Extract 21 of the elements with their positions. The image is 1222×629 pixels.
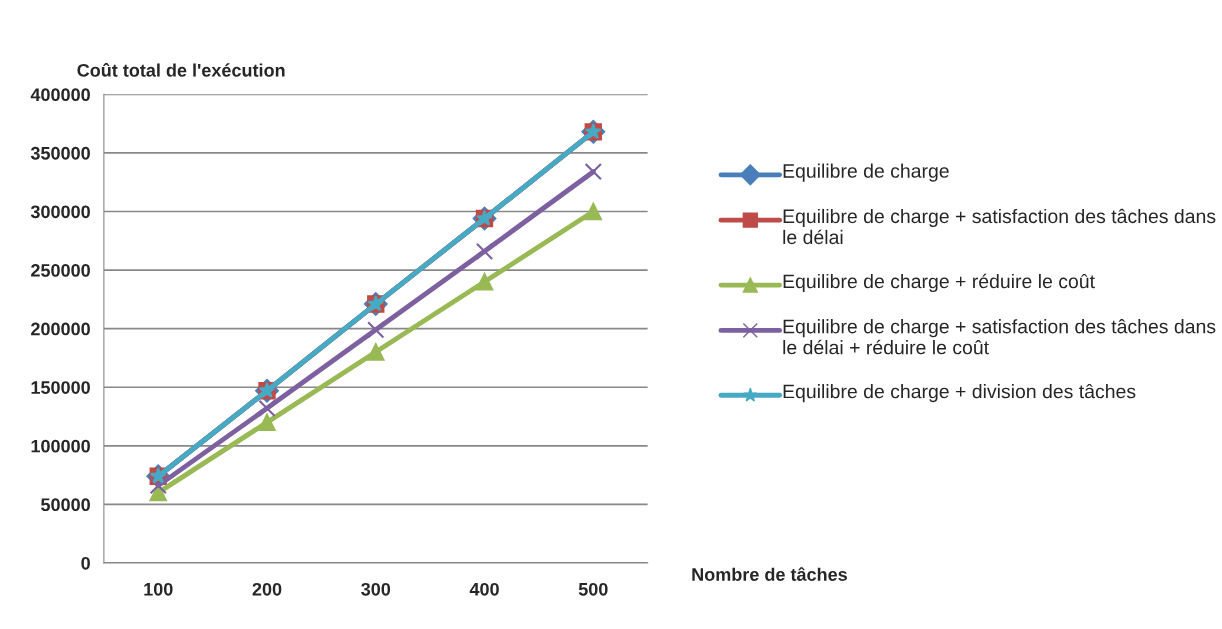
x-tick-label: 400 [469, 582, 499, 596]
y-tick-label: 250000 [31, 264, 90, 277]
x-tick-label: 100 [144, 582, 173, 596]
x-axis-title: Nombre de tâches [692, 567, 847, 581]
x-tick-label: 300 [361, 582, 391, 596]
legend-label: Equilibre de charge + satisfaction des tâches dans le délai + réduire le coût [783, 319, 1216, 355]
y-axis-title: Coût total de l'exécution [77, 63, 285, 77]
y-tick-label: 200000 [31, 322, 90, 336]
y-tick-label: 350000 [30, 146, 90, 160]
legend-label: Equilibre de charge + division des tâches [783, 383, 1136, 403]
x-tick-label: 200 [252, 582, 282, 596]
y-tick-label: 300000 [30, 205, 90, 219]
legend-label: Equilibre de charge + satisfaction des tâches dans le délai [783, 208, 1216, 245]
y-tick-label: 400000 [30, 88, 90, 102]
y-tick-label: 50000 [41, 498, 90, 512]
x-tick-label: 500 [578, 582, 608, 596]
y-tick-label: 100000 [31, 439, 90, 453]
legend-label: Equilibre de charge [783, 163, 949, 182]
y-tick-label: 0 [81, 556, 90, 570]
legend-label: Equilibre de charge + réduire le coût [783, 273, 1095, 293]
y-tick-label: 150000 [31, 381, 90, 394]
